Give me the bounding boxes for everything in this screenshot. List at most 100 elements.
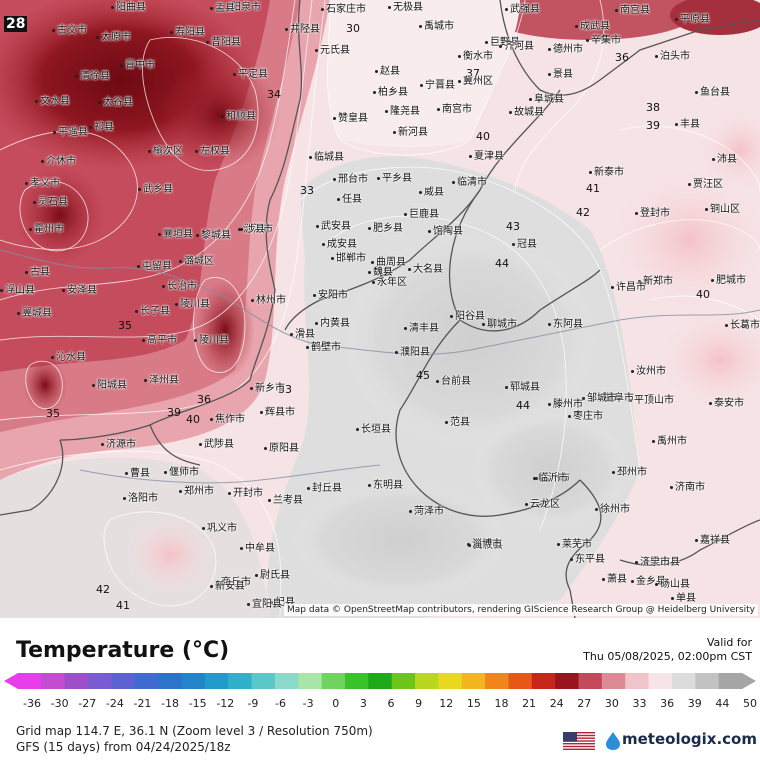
city-label: 故城县 [509,107,544,118]
city-label: 介休市 [41,156,76,167]
colorbar-segment [88,673,113,689]
city-label: 丰县 [675,119,700,130]
city-label: 曲周县 [371,257,406,268]
colorbar-segment [508,673,533,689]
city-label: 东平县 [570,554,605,565]
city-label: 洛阳市 [123,493,158,504]
colorbar-segment [601,673,626,689]
city-label: 济源市 [101,439,136,450]
city-label: 平顶山市 [629,395,674,406]
grid-info: Grid map 114.7 E, 36.1 N (Zoom level 3 /… [16,724,373,738]
city-label: 梁山县 [645,557,680,568]
city-label: 单县 [671,593,696,604]
city-label: 封丘县 [307,483,342,494]
colorbar-tick-label: 12 [439,697,454,710]
temperature-map[interactable]: 28 30 33 34 35 36 37 38 39 40 41 42 43 4… [0,0,760,618]
colorbar-tick-label: 15 [466,697,481,710]
city-label: 陵川县 [175,299,210,310]
colorbar-tick-label: -6 [275,697,287,710]
city-label: 成安县 [322,239,357,250]
city-label: 太谷县 [98,97,133,108]
isotherm-label: 30 [346,22,360,35]
us-flag-icon [563,732,595,750]
city-label: 禹城市 [419,21,454,32]
isotherm-label: 40 [186,413,200,426]
isotherm-label: 37 [466,67,480,80]
legend-title: Temperature (°C) [16,638,230,663]
colorbar-segment [695,673,720,689]
colorbar-tick-label: -21 [133,697,152,710]
city-label: 德州市 [548,44,583,55]
isotherm-label: 36 [197,393,211,406]
city-label: 古交市 [52,25,87,36]
valid-time: Thu 05/08/2025, 02:00pm CST [583,650,752,663]
isotherm-label: 45 [416,369,430,382]
colorbar-segment [415,673,439,689]
city-label: 临沂市 [533,473,568,484]
city-label: 徐州市 [595,504,630,515]
model-info: GFS (15 days) from 04/24/2025/18z [16,740,231,754]
city-label: 潞城区 [179,256,214,267]
city-label: 昔阳县 [206,37,241,48]
city-label: 浮山县 [0,285,35,296]
city-label: 新乡市 [250,383,285,394]
city-label: 肥乡县 [368,223,403,234]
city-label: 邹城市 [582,393,617,404]
isotherm-label: 35 [46,407,60,420]
colorbar-tick-label: -15 [188,697,207,710]
city-label: 柏乡县 [373,87,408,98]
brand-name[interactable]: meteologix.com [622,730,757,748]
city-label: 砀山县 [655,579,690,590]
colorbar-segment [228,673,253,689]
colorbar-segment [18,673,42,689]
city-label: 阳泉市 [226,2,261,13]
city-label: 平原县 [675,14,710,25]
city-label: 南宫县 [615,5,650,16]
colorbar-tick-label: -3 [302,697,314,710]
colorbar-tick-label: 30 [604,697,619,710]
isotherm-label: 44 [495,257,509,270]
meteologix-logo-icon [606,732,620,750]
city-label: 开封市 [228,488,263,499]
isotherm-label: 43 [506,220,520,233]
city-label: 鹤壁市 [306,342,341,353]
city-label: 新泰市 [589,167,624,178]
city-label: 赵县 [375,66,400,77]
city-label: 太原市 [96,32,131,43]
city-label: 云龙区 [525,499,560,510]
colorbar-segment [158,673,183,689]
city-label: 阳城县 [92,380,127,391]
colorbar-segment [555,673,580,689]
city-label: 翼城县 [17,308,52,319]
colorbar-tick-label: 21 [522,697,537,710]
colorbar-tick-label: 50 [743,697,757,710]
city-label: 禹州市 [652,436,687,447]
city-label: 尉氏县 [255,570,290,581]
city-label: 武陟县 [199,439,234,450]
colorbar-tick-label: 44 [715,697,730,710]
colorbar-segment [648,673,673,689]
city-label: 宁晋县 [420,80,455,91]
city-label: 文水县 [35,96,70,107]
temperature-colorbar [4,673,756,689]
colorbar-segment [485,673,510,689]
city-label: 许昌市 [611,282,646,293]
city-label: 冀州区 [458,76,493,87]
map-attribution[interactable]: Map data © OpenStreetMap contributors, r… [284,604,758,616]
city-label: 南宫市 [437,104,472,115]
colorbar-segment [298,673,323,689]
isotherm-label: 38 [646,101,660,114]
colorbar-segment [274,673,299,689]
city-label: 武安县 [316,221,351,232]
city-label: 泊头市 [655,51,690,62]
city-label: 沛县 [712,154,737,165]
city-label: 枣庄市 [568,411,603,422]
city-label: 沙河市 [238,224,273,235]
city-label: 长治市 [162,281,197,292]
city-label: 泰安市 [709,398,744,409]
city-label: 清丰县 [404,323,439,334]
city-label: 兰考县 [268,495,303,506]
colorbar-segment [391,673,416,689]
city-label: 石家庄市 [321,4,366,15]
city-label: 淄博市 [467,539,502,550]
